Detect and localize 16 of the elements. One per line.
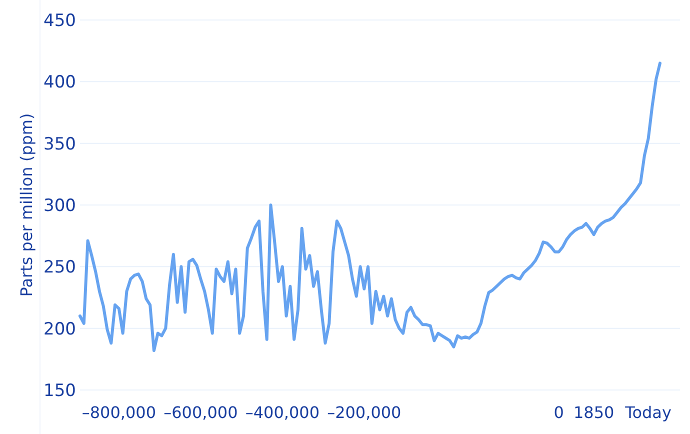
y-tick-label: 200 [44, 319, 76, 340]
x-tick-label: –400,000 [245, 403, 320, 422]
y-tick-label: 400 [44, 72, 76, 93]
y-axis-title: Parts per million (ppm) [17, 113, 36, 297]
x-tick-label: 0 [554, 403, 564, 422]
x-tick-label: Today [624, 403, 672, 422]
x-tick-label: –800,000 [82, 403, 156, 422]
x-tick-label: 1850 [573, 403, 614, 422]
y-tick-label: 150 [44, 380, 76, 401]
x-tick-label: –600,000 [164, 403, 238, 422]
y-tick-label: 450 [44, 10, 76, 31]
y-tick-label: 350 [44, 134, 76, 154]
line-series [78, 62, 662, 352]
y-tick-label: 300 [44, 196, 76, 216]
y-tick-label: 250 [44, 258, 76, 278]
x-tick-label: –200,000 [327, 403, 402, 422]
